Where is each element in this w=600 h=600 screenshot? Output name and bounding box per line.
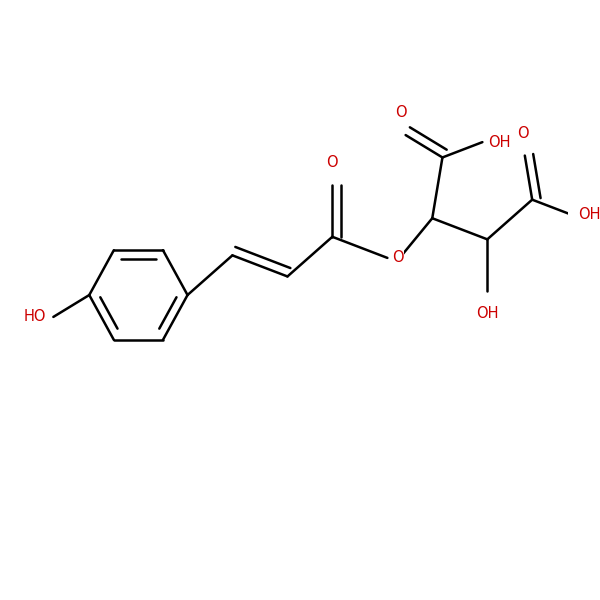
Text: OH: OH <box>578 208 600 223</box>
Text: OH: OH <box>476 306 499 321</box>
Text: O: O <box>392 250 404 265</box>
Text: O: O <box>395 105 407 120</box>
Text: OH: OH <box>488 134 511 149</box>
Text: HO: HO <box>23 310 46 325</box>
Text: O: O <box>326 155 338 170</box>
Text: O: O <box>517 125 529 140</box>
